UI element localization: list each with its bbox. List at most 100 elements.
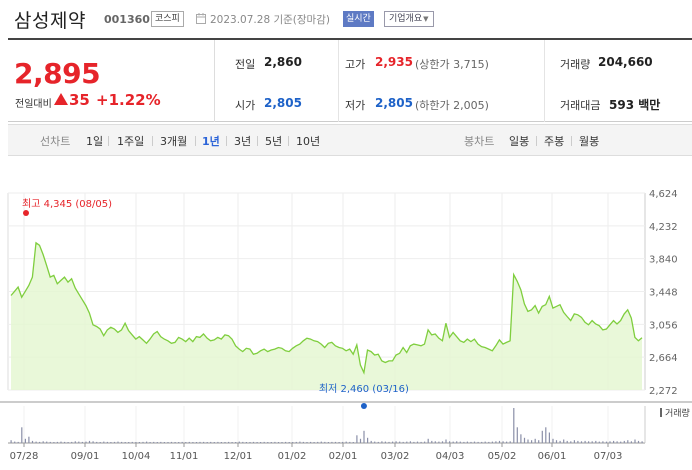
volume-bar — [402, 441, 404, 443]
volume-bar — [637, 440, 640, 443]
volume-bar — [113, 441, 116, 443]
volume-bar — [609, 441, 611, 444]
open-value: 2,805 — [264, 96, 302, 110]
volume-bar — [185, 442, 187, 443]
volume-bar — [541, 430, 543, 444]
volume-bar — [420, 441, 422, 443]
divider — [536, 136, 537, 146]
tab-weekly[interactable]: 주봉 — [544, 135, 565, 148]
volume-bar — [516, 427, 518, 444]
volume-bar — [156, 442, 158, 443]
volume-bar — [327, 442, 329, 443]
lower-limit: (하한가 2,005) — [415, 99, 489, 112]
volume-bar — [99, 442, 101, 443]
y-tick-label: 4,624 — [649, 189, 678, 200]
volume-bar — [252, 441, 255, 443]
price-chart[interactable]: 4,624 4,232 3,840 3,448 3,056 2,664 2,272 07/28… — [0, 160, 692, 470]
volume-bar — [552, 438, 554, 443]
volume-bar — [106, 441, 108, 443]
upper-limit: (상한가 3,715) — [415, 58, 489, 71]
volume-bar — [545, 427, 547, 444]
volume-bar — [620, 441, 622, 443]
x-tick-label: 06/01 — [538, 451, 567, 462]
volume-bar — [167, 442, 169, 443]
volume-bar — [509, 441, 511, 444]
volume-bar — [174, 442, 176, 443]
volume-bar — [310, 441, 312, 443]
volume-bar — [602, 441, 604, 444]
volume-value: 204,660 — [598, 55, 653, 69]
line-chart-label: 선차트 — [40, 135, 71, 148]
volume-bar — [345, 441, 347, 443]
volume-bar — [81, 441, 83, 443]
volume-bar — [352, 442, 354, 443]
tab-1w[interactable]: 1주일 — [117, 135, 145, 148]
divider — [257, 136, 258, 146]
volume-bar — [399, 441, 401, 443]
volume-bar — [434, 441, 436, 444]
volume-bar — [267, 442, 269, 443]
low-annotation: 최저 2,460 (03/16) — [319, 383, 409, 395]
volume-bar — [49, 441, 51, 443]
candle-chart-label: 봉차트 — [464, 135, 495, 148]
high-annotation: 최고 4,345 (08/05) — [22, 198, 112, 210]
caret-down-icon: ▼ — [423, 15, 429, 23]
volume-bar — [634, 439, 636, 443]
volume-bar — [281, 442, 283, 443]
volume-bar — [306, 442, 308, 443]
volume-bar — [203, 441, 205, 443]
tab-5y[interactable]: 5년 — [265, 135, 283, 148]
volume-bar — [324, 441, 326, 443]
tab-10y[interactable]: 10년 — [296, 135, 321, 148]
amount-label: 거래대금 — [560, 99, 601, 112]
volume-bar — [224, 442, 226, 443]
volume-bar — [506, 441, 508, 443]
realtime-button[interactable]: 실시간 — [343, 11, 374, 27]
volume-bar — [67, 442, 69, 443]
volume-bar — [566, 440, 568, 443]
tab-3y[interactable]: 3년 — [234, 135, 252, 148]
volume-bar — [110, 442, 112, 443]
volume-bar — [531, 440, 533, 443]
volume-bar — [520, 434, 522, 444]
tab-1y[interactable]: 1년 — [202, 135, 220, 148]
stock-code: 001360 — [104, 13, 150, 26]
tab-monthly[interactable]: 월봉 — [579, 135, 600, 148]
volume-bar — [28, 436, 30, 443]
stock-name: 삼성제약 — [14, 10, 86, 32]
volume-bar — [313, 442, 315, 443]
divider — [108, 136, 109, 146]
volume-bar — [170, 441, 173, 443]
volume-bar — [117, 441, 119, 443]
volume-bar — [181, 441, 183, 443]
volume-bar — [121, 441, 123, 443]
volume-bar — [491, 441, 493, 443]
volume-bar — [245, 442, 247, 443]
volume-bar — [555, 440, 558, 443]
tab-3m[interactable]: 3개월 — [160, 135, 188, 148]
volume-bar — [56, 441, 58, 443]
price-summary: 2,895 전일대비 35 +1.22% 전일 2,860 고가 2,935 (… — [8, 38, 692, 122]
volume-bar — [495, 441, 497, 444]
volume-bar — [484, 441, 486, 443]
volume-bar — [295, 441, 297, 443]
volume-bar — [270, 442, 272, 443]
tab-1d[interactable]: 1일 — [86, 135, 104, 148]
volume-bar — [242, 441, 244, 443]
volume-bar — [178, 442, 180, 443]
volume-bar — [195, 442, 198, 443]
volume-bar — [160, 441, 162, 443]
price-line — [10, 241, 643, 375]
volume-bar — [124, 442, 126, 443]
tab-daily[interactable]: 일봉 — [509, 135, 530, 148]
volume-bar — [570, 441, 572, 444]
volume-bar — [231, 442, 233, 443]
y-tick-label: 3,840 — [649, 255, 678, 266]
low-label: 저가 — [345, 99, 366, 112]
high-value: 2,935 — [375, 55, 413, 69]
volume-bar — [605, 441, 608, 443]
volume-bar — [149, 442, 151, 443]
volume-bar — [413, 441, 415, 443]
volume-bar — [441, 441, 444, 444]
company-info-button[interactable]: 기업개요▼ — [384, 11, 434, 27]
